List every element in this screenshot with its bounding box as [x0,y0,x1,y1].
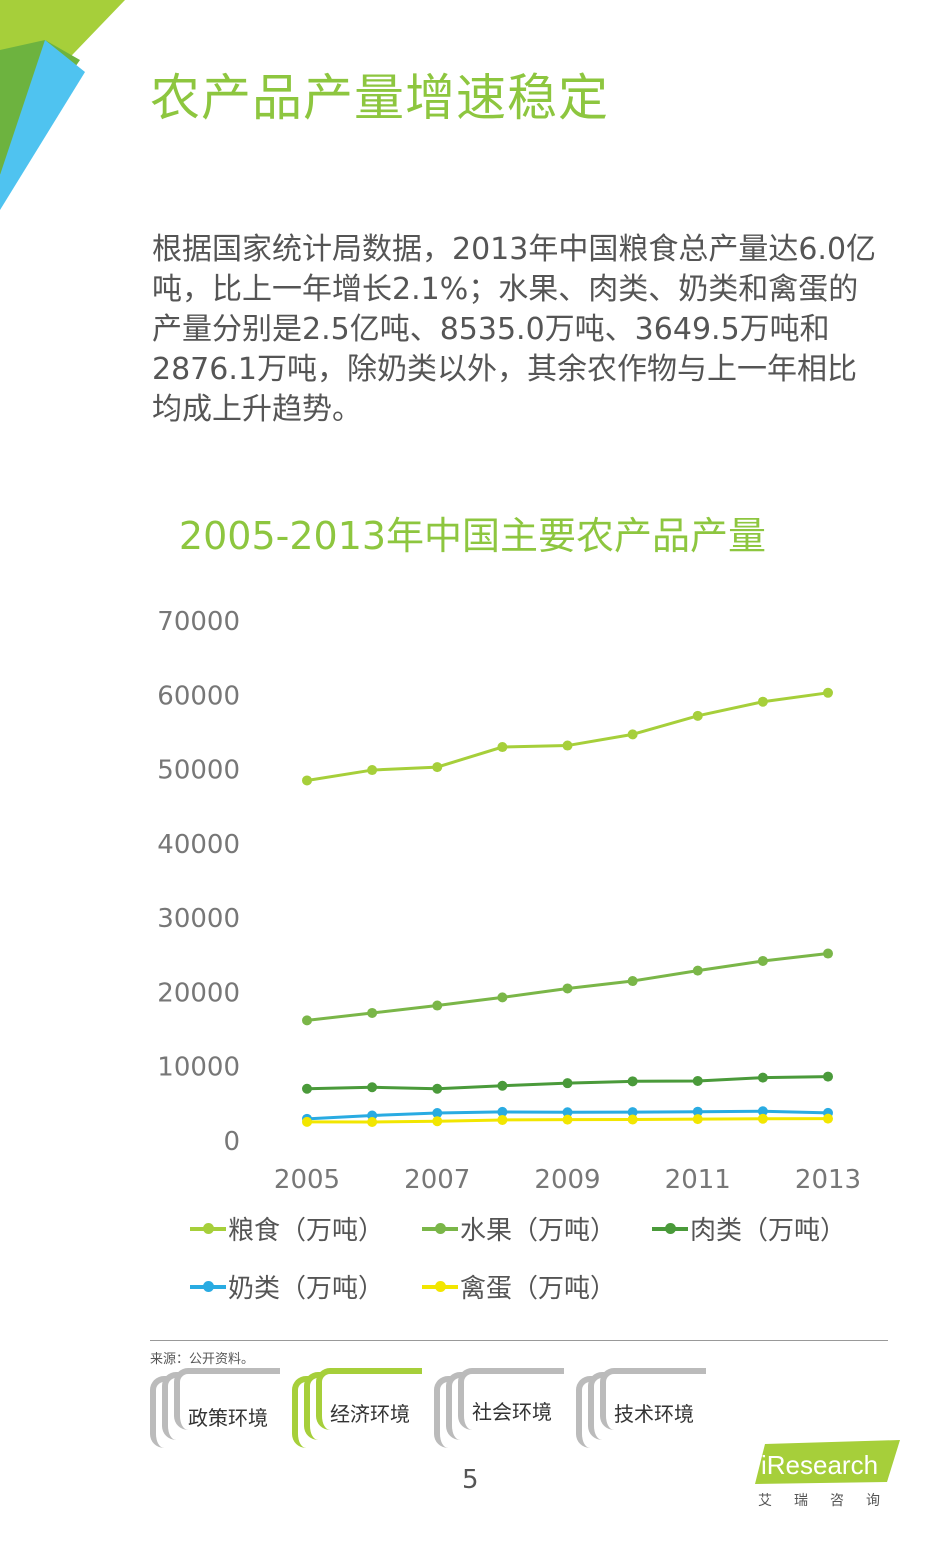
legend-label: 水果（万吨） [460,1216,617,1246]
data-point [562,1107,573,1118]
data-point [302,1116,312,1127]
legend-item: 禽蛋（万吨） [422,1268,616,1305]
x-tick-label: 2007 [404,1165,470,1195]
tab-economic-environment[interactable]: 经济环境 [292,1368,432,1448]
data-point [302,1015,312,1026]
data-point [692,1075,703,1086]
x-tick-label: 2005 [274,1165,340,1195]
y-tick-label: 10000 [157,1053,240,1083]
legend-swatch [190,1222,226,1234]
corner-decoration [0,0,125,210]
data-point [497,1106,508,1117]
x-tick-label: 2009 [534,1165,600,1195]
data-point [823,687,833,698]
tab-label: 技术环境 [614,1402,694,1426]
data-point [497,1114,508,1125]
data-point [823,1113,833,1124]
page-number: 5 [462,1465,479,1495]
data-point [757,1113,768,1124]
tab-policy-environment[interactable]: 政策环境 [150,1368,290,1448]
chart-title: 2005-2013年中国主要农产品产量 [178,514,767,558]
divider [150,1340,888,1341]
data-point [562,740,573,751]
data-point [757,696,768,707]
legend-item: 奶类（万吨） [190,1268,384,1305]
data-point [627,976,638,987]
source-note: 来源：公开资料。 [150,1352,255,1367]
data-point [432,1083,443,1094]
data-point [823,1071,833,1082]
logo-text: iResearch [761,1450,878,1480]
data-point [627,1076,638,1087]
data-point [692,965,703,976]
y-tick-label: 30000 [157,904,240,934]
data-point [627,729,638,740]
tab-label: 政策环境 [188,1406,268,1430]
data-point [757,955,768,966]
legend-label: 奶类（万吨） [228,1274,385,1304]
legend-swatch [652,1222,688,1234]
data-point [757,1072,768,1083]
iresearch-logo: iResearch [755,1440,900,1484]
data-point [692,710,703,721]
body-paragraph: 根据国家统计局数据，2013年中国粮食总产量达6.0亿吨，比上一年增长2.1%；… [152,232,877,427]
data-point [757,1106,768,1117]
tab-label: 社会环境 [472,1400,552,1424]
data-point [432,1000,443,1011]
data-point [367,1082,378,1093]
data-point [823,948,833,959]
data-point [562,983,573,994]
x-tick-label: 2011 [665,1165,731,1195]
data-point [367,1117,378,1128]
data-point [497,992,508,1003]
y-tick-label: 40000 [157,830,240,860]
data-point [692,1114,703,1125]
data-point [562,1114,573,1125]
y-tick-label: 20000 [157,978,240,1008]
legend-item: 肉类（万吨） [652,1210,846,1247]
data-point [562,1078,573,1089]
tab-social-environment[interactable]: 社会环境 [434,1368,574,1448]
tab-label: 经济环境 [330,1402,410,1426]
tab-technology-environment[interactable]: 技术环境 [576,1368,716,1448]
data-point [497,1080,508,1091]
logo-subtitle: 艾瑞咨询 [758,1493,902,1509]
data-point [432,1116,443,1127]
legend-item: 水果（万吨） [422,1210,616,1247]
data-point [302,775,312,786]
legend-swatch [190,1280,226,1292]
data-point [432,1108,443,1119]
y-tick-label: 50000 [157,756,240,786]
legend-label: 粮食（万吨） [228,1216,385,1246]
legend-swatch [422,1280,458,1292]
legend-item: 粮食（万吨） [190,1210,384,1247]
data-point [367,765,378,776]
x-tick-label: 2013 [795,1165,861,1195]
line-chart: 0 10000 20000 30000 40000 50000 60000 70000 2005… [157,607,861,1195]
data-point [432,762,443,773]
legend-swatch [422,1222,458,1234]
y-tick-label: 60000 [157,681,240,711]
data-point [627,1107,638,1118]
data-point [302,1083,312,1094]
data-point [627,1114,638,1125]
data-point [497,742,508,753]
legend-label: 肉类（万吨） [690,1216,847,1246]
page-title: 农产品产量增速稳定 [150,69,609,127]
data-point [367,1007,378,1018]
y-tick-label: 0 [223,1127,240,1157]
legend-label: 禽蛋（万吨） [460,1274,617,1304]
data-point [692,1106,703,1117]
y-tick-label: 70000 [157,607,240,637]
series-line-0 [306,691,829,782]
